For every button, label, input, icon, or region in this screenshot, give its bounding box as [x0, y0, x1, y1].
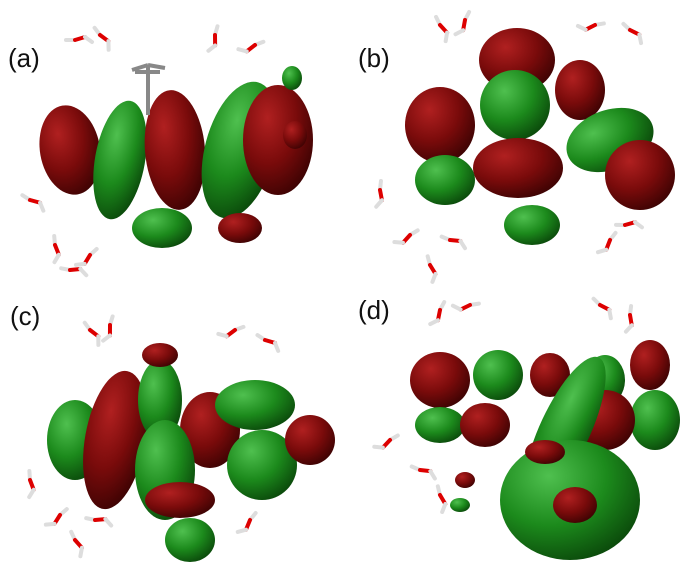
orbital-lobe: [555, 60, 605, 120]
orbital-lobe: [630, 390, 680, 450]
water: [622, 22, 644, 43]
bond: [430, 318, 438, 327]
orbital-lobe: [165, 518, 215, 562]
bond: [456, 28, 464, 37]
orbital-lobe: [215, 380, 295, 430]
water: [456, 11, 472, 36]
orbital-lobe: [140, 88, 210, 213]
bond: [453, 305, 461, 311]
orbital-lobe: [455, 472, 475, 488]
orbital-lobe: [132, 208, 192, 248]
bond: [238, 47, 246, 54]
bond: [376, 200, 382, 207]
water: [626, 306, 634, 332]
water: [103, 316, 115, 342]
orbital-lobes: [33, 28, 680, 562]
water: [218, 325, 244, 339]
bond: [272, 343, 281, 351]
bond: [578, 25, 586, 31]
bond: [606, 310, 615, 318]
water: [61, 265, 87, 275]
orbital-lobe: [145, 482, 215, 518]
orbital-lobe: [473, 350, 523, 400]
water: [93, 26, 113, 50]
water: [66, 37, 92, 42]
bond: [374, 443, 383, 451]
bond: [218, 332, 226, 339]
water: [453, 302, 479, 311]
water: [578, 21, 604, 30]
bond: [103, 334, 110, 342]
orbital-lobe: [553, 487, 597, 523]
bond: [104, 41, 112, 50]
water: [46, 508, 69, 529]
bond: [79, 269, 87, 275]
orbital-lobe: [285, 415, 335, 465]
orbital-lobe: [480, 70, 550, 140]
orbital-lobe: [405, 87, 475, 163]
orbital-lobe: [504, 205, 560, 245]
bond: [37, 203, 46, 211]
water: [616, 222, 642, 227]
water: [426, 256, 438, 282]
bond: [77, 548, 84, 556]
bond: [85, 37, 92, 42]
panel-label: (b): [358, 43, 390, 73]
water: [411, 464, 437, 479]
water: [598, 232, 618, 256]
orbital-lobe: [283, 121, 307, 149]
bond: [29, 490, 34, 497]
orbital-lobe: [525, 440, 565, 464]
water: [256, 333, 281, 351]
orbital-lobe: [218, 213, 262, 243]
water: [441, 234, 467, 248]
bond: [394, 238, 403, 246]
orbital-figure: (a) (b) (c) (d): [0, 0, 682, 576]
water: [52, 236, 59, 262]
water: [69, 531, 85, 557]
orbital-lobe: [473, 138, 563, 198]
water: [434, 16, 450, 42]
bond: [443, 33, 451, 41]
bond: [440, 504, 447, 512]
water: [238, 512, 258, 535]
panel-label: (d): [358, 295, 390, 325]
panel-label: (c): [10, 301, 40, 331]
orbital-lobe: [142, 343, 178, 367]
water: [27, 471, 34, 497]
bond: [54, 255, 60, 262]
orbital-lobe: [460, 403, 510, 447]
orbital-lobe: [605, 140, 675, 210]
orbital-lobe: [415, 155, 475, 205]
water: [592, 297, 614, 319]
water: [86, 515, 112, 525]
water: [394, 229, 419, 247]
orbital-lobe: [282, 66, 302, 90]
water: [76, 247, 99, 268]
water: [21, 193, 46, 211]
water: [430, 301, 447, 326]
bond: [428, 471, 436, 478]
orbital-lobe: [85, 97, 155, 224]
orbital-lobe: [450, 498, 470, 512]
water: [374, 434, 399, 451]
bond: [635, 222, 642, 227]
panel-label: (a): [8, 43, 40, 73]
water: [238, 40, 264, 54]
bond: [636, 35, 645, 43]
bond: [459, 241, 467, 248]
orbital-lobe: [415, 407, 465, 443]
bond: [46, 520, 55, 528]
water: [208, 26, 220, 52]
bond: [208, 44, 215, 52]
orbital-lobe: [410, 352, 470, 408]
orbital-lobe: [630, 340, 670, 390]
water: [376, 181, 384, 207]
bond: [104, 519, 112, 525]
bond: [431, 274, 438, 282]
water: [436, 486, 447, 512]
water: [83, 321, 102, 345]
bond: [626, 325, 632, 333]
